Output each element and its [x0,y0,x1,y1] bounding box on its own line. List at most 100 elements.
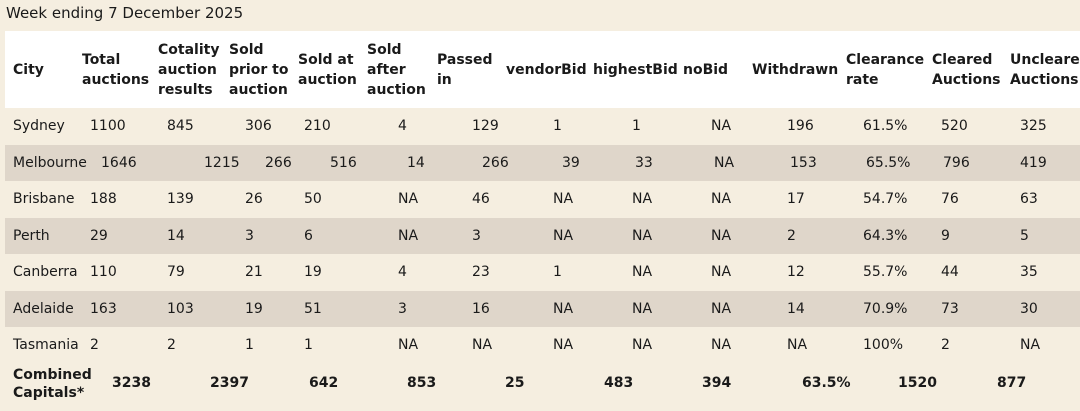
city-name: Canberra [13,264,78,280]
table-cell: 2 [787,227,796,244]
total-cell: 63.5% [802,374,851,391]
column-header: Cleared Auctions [932,52,1001,88]
table-cell: NA [711,227,732,244]
table-cell: 14 [167,227,185,244]
table-row: Sydney 1100 845 306 210 4 129 1 1 NA 196 61.5% 520 32… [5,108,1080,145]
table-cell: 153 [790,154,817,171]
column-header: highestBid [593,62,678,78]
table-cell: 1 [632,118,641,134]
table-cell: NA [787,337,808,353]
table-cell: 4 [398,264,407,280]
table-cell: 419 [1020,154,1047,171]
table-row-combined-capitals: Combined Capitals* 3238 2397 642 853 25 483 394 6… [5,364,1080,404]
table-cell: 76 [941,191,959,207]
column-header: Sold prior to auction [229,42,289,98]
table-cell: 129 [472,118,499,134]
table-cell: 163 [90,300,117,317]
table-cell: NA [711,300,732,317]
table-cell: 306 [245,118,272,134]
table-cell: 6 [304,227,313,244]
table-cell: 266 [482,154,509,171]
table-cell: 100% [863,337,904,353]
table-header: City Total auctions Cotality auction results S… [5,31,1080,108]
table-cell: 19 [245,300,263,317]
table-cell: 19 [304,264,322,280]
table-cell: 520 [941,118,968,134]
table-row: Tasmania 2 2 1 1 NA NA NA NA NA NA 100% 2 NA [5,327,1080,364]
column-header: Sold at auction [298,52,357,88]
table-row: Melbourne 1646 1215 266 516 14 266 39 33 NA 153 65.… [5,144,1080,181]
table-cell: 516 [330,154,357,171]
table-cell: 139 [167,191,194,207]
table-cell: 61.5% [863,118,908,134]
table-cell: NA [711,191,732,207]
table-cell: 17 [787,191,805,207]
table-cell: 65.5% [866,154,911,171]
city-name: Melbourne [13,154,87,171]
table-cell: NA [553,300,574,317]
table-cell: 16 [472,300,490,317]
table-cell: 14 [787,300,805,317]
table-cell: 2 [941,337,950,353]
table-cell: 12 [787,264,805,280]
column-header: Cotality auction results [158,42,220,98]
table-cell: NA [398,227,419,244]
table-cell: NA [632,191,653,207]
table-cell: 79 [167,264,185,280]
table-cell: 266 [265,154,292,171]
column-header: UnclearedAuctions [1010,52,1080,88]
table-cell: 2 [90,337,99,353]
table-row: Perth 29 14 3 6 NA 3 NA NA NA 2 64.3% 9 5 [5,217,1080,254]
table-cell: 14 [407,154,425,171]
table-cell: 1 [304,337,313,353]
table-cell: NA [632,300,653,317]
table-cell: 50 [304,191,322,207]
table-row: Brisbane 188 139 26 50 NA 46 NA NA NA 17 54.7% 76 63 [5,181,1080,218]
table-cell: 64.3% [863,227,908,244]
table-cell: 110 [90,264,117,280]
table-cell: 3 [472,227,481,244]
table-cell: 29 [90,227,108,244]
table-cell: 1 [553,264,562,280]
column-header: Sold after auction [367,42,426,98]
table-cell: 44 [941,264,959,280]
table-cell: 1646 [101,154,137,171]
column-header: vendorBid [506,62,587,78]
table-cell: NA [398,191,419,207]
table-caption: Week ending 7 December 2025 [6,4,244,22]
table-row: Adelaide 163 103 19 51 3 16 NA NA NA 14 70.9% 73 30 [5,290,1080,327]
table-cell: 70.9% [863,300,908,317]
table-cell: 23 [472,264,490,280]
column-header: Withdrawn [752,62,839,78]
column-header: Total auctions [82,52,150,88]
table-cell: 73 [941,300,959,317]
table-cell: NA [553,227,574,244]
total-cell: 2397 [210,374,249,391]
table-cell: 39 [562,154,580,171]
table-cell: NA [711,264,732,280]
auction-results-table: City Total auctions Cotality auction results S… [5,31,1080,404]
total-cell: 3238 [112,374,151,391]
table-cell: 35 [1020,264,1038,280]
table-cell: 46 [472,191,490,207]
table-cell: 3 [245,227,254,244]
table-cell: 21 [245,264,263,280]
city-name: Perth [13,227,50,244]
table-cell: 55.7% [863,264,908,280]
table-cell: 188 [90,191,117,207]
table-cell: 845 [167,118,194,134]
city-name: Sydney [13,118,65,134]
table-row: Canberra 110 79 21 19 4 23 1 NA NA 12 55.7% 44 35 [5,254,1080,291]
total-cell: 394 [702,374,732,391]
table-cell: 54.7% [863,191,908,207]
total-cell: 25 [505,374,525,391]
table-cell: NA [632,337,653,353]
city-name: Brisbane [13,191,75,207]
column-header: City [13,62,44,78]
table-cell: 5 [1020,227,1029,244]
table-cell: 30 [1020,300,1038,317]
table-cell: 196 [787,118,814,134]
table-cell: NA [711,118,732,134]
table-cell: 2 [167,337,176,353]
table-cell: NA [632,227,653,244]
